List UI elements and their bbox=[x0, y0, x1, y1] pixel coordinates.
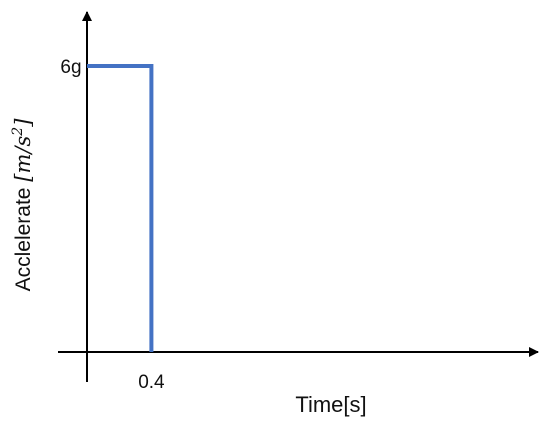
y-axis-unit-slash: / bbox=[11, 145, 35, 156]
x-axis-label: Time[s] bbox=[295, 392, 366, 417]
y-axis-unit-open: [ bbox=[11, 173, 35, 182]
x-tick-label-0.4: 0.4 bbox=[138, 372, 165, 393]
acceleration-pulse-line bbox=[87, 64, 154, 352]
y-axis-unit-s: s bbox=[11, 135, 35, 146]
y-axis-unit-close: ] bbox=[11, 118, 35, 128]
y-tick-label-6g: 6g bbox=[60, 57, 81, 78]
y-axis-label-text: Acclelerate bbox=[12, 182, 35, 292]
y-axis-label: Acclelerate [m/s2] bbox=[10, 118, 35, 292]
y-axis-unit-m: m bbox=[11, 154, 35, 174]
y-axis-unit-exp: 2 bbox=[10, 127, 26, 137]
